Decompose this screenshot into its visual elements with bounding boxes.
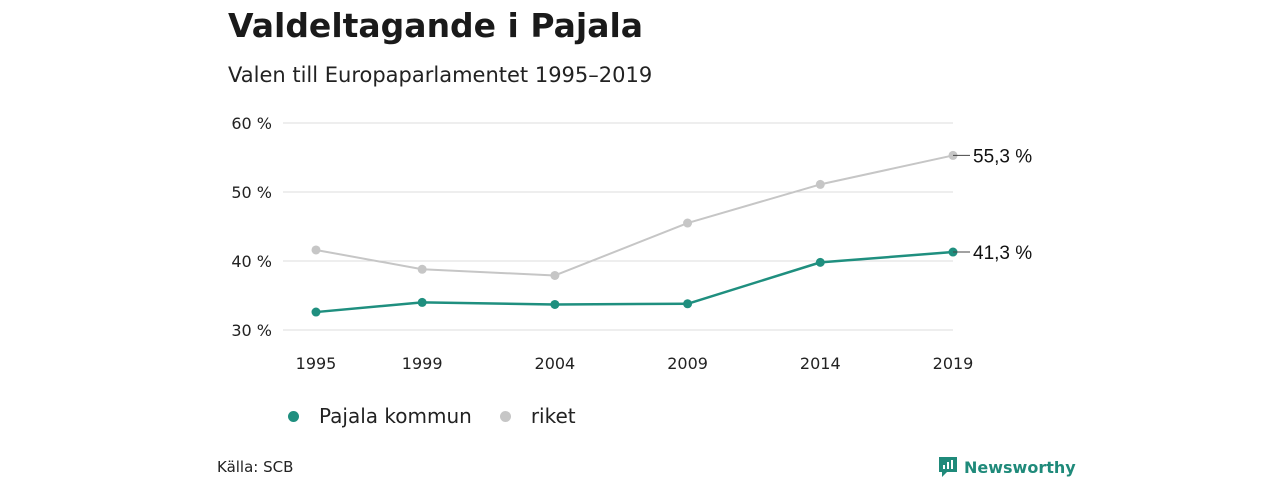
chart-subtitle: Valen till Europaparlamentet 1995–2019	[228, 63, 653, 87]
data-point-riket-1999	[417, 264, 427, 274]
legend-marker-pajala	[288, 410, 299, 422]
newsworthy-logo-icon	[939, 457, 957, 477]
data-point-pajala-kommun-2004	[550, 299, 560, 309]
legend-item-pajala: Pajala kommun	[288, 404, 472, 428]
y-tick-label-40: 40 %	[231, 252, 272, 271]
y-tick-label-30: 30 %	[231, 321, 272, 340]
data-point-pajala-kommun-1995	[311, 307, 321, 317]
data-point-riket-2004	[550, 270, 560, 280]
legend-label-pajala: Pajala kommun	[319, 404, 472, 428]
x-tick-label-2009: 2009	[667, 354, 708, 373]
end-label-pajala-kommun: 41,3 %	[973, 243, 1032, 264]
chart-legend: Pajala kommun riket	[288, 404, 604, 428]
data-point-pajala-kommun-2014	[815, 257, 825, 267]
x-tick-label-2014: 2014	[800, 354, 841, 373]
legend-label-riket: riket	[530, 404, 576, 428]
end-label-riket: 55,3 %	[973, 146, 1032, 167]
x-tick-label-2019: 2019	[933, 354, 974, 373]
source-note: Källa: SCB	[217, 458, 294, 476]
x-tick-label-1995: 1995	[296, 354, 337, 373]
data-point-riket-1995	[311, 245, 321, 255]
data-point-pajala-kommun-1999	[417, 297, 427, 307]
legend-marker-riket	[499, 410, 511, 422]
brand: Newsworthy	[938, 456, 1076, 478]
series-line-pajala-kommun	[315, 250, 954, 314]
brand-name: Newsworthy	[964, 457, 1076, 477]
x-tick-label-2004: 2004	[535, 354, 576, 373]
legend-item-riket: riket	[499, 404, 576, 428]
y-tick-label-50: 50 %	[231, 183, 272, 202]
data-point-pajala-kommun-2009	[683, 299, 693, 309]
x-tick-label-1999: 1999	[402, 354, 443, 373]
chart-title: Valdeltagande i Pajala	[228, 6, 644, 45]
data-point-riket-2014	[815, 179, 825, 189]
series-line-riket	[315, 154, 954, 277]
y-tick-label-60: 60 %	[231, 114, 272, 133]
data-point-riket-2009	[683, 218, 693, 228]
